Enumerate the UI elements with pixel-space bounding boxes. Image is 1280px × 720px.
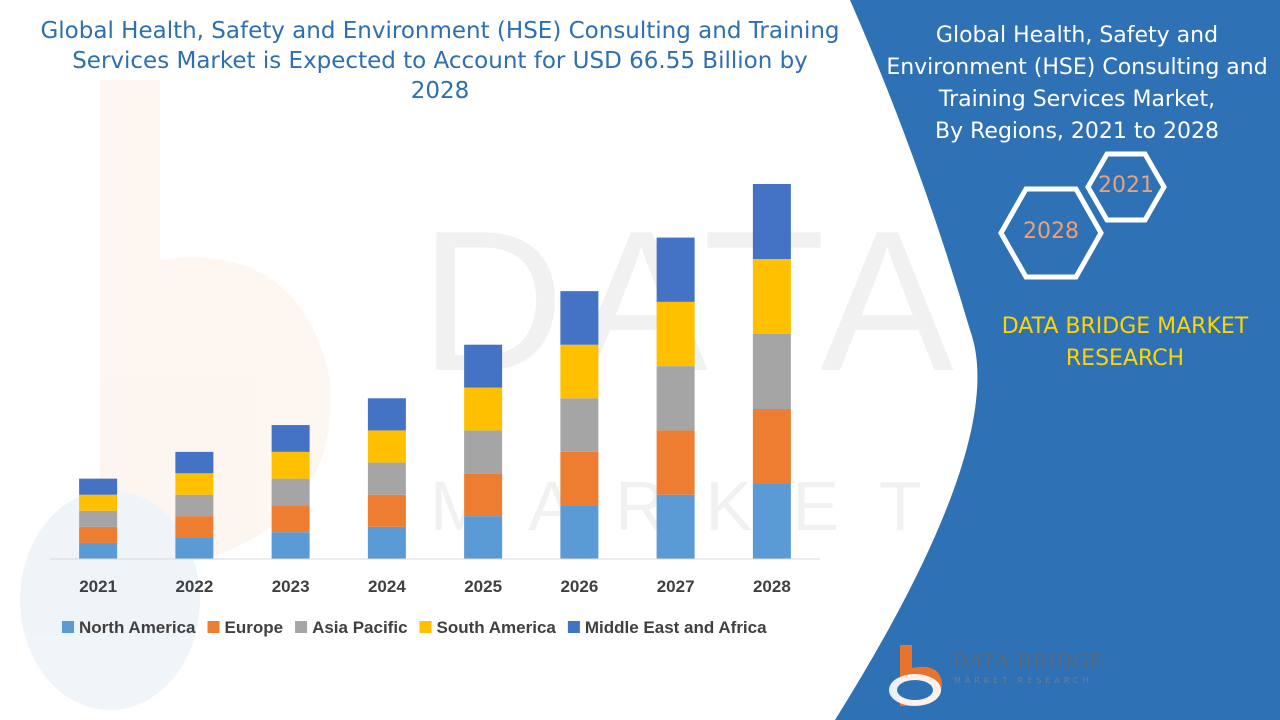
legend-label-south-america: South America	[437, 618, 557, 637]
brand-line-1: DATA BRIDGE MARKET	[1001, 314, 1249, 339]
bar-2028-middle-east-and-africa	[752, 184, 791, 259]
stacked-bar-chart: 2021 2022 2023 2024 2025 2026 2027 2028 North A…	[50, 184, 820, 637]
chart-title: Global Health, Safety and Environment (H…	[40, 18, 840, 104]
bar-2027-middle-east-and-africa	[656, 237, 695, 302]
legend-swatch-asia-pacific	[295, 621, 308, 633]
bar-2026-europe	[560, 451, 599, 506]
bar-2021-middle-east-and-africa	[79, 478, 118, 495]
bar-2027-asia-pacific	[656, 366, 695, 431]
bar-2024-europe	[367, 494, 406, 527]
logo-name: DATA BRIDGE	[952, 649, 1105, 673]
side-panel-title: Global Health, Safety and Environment (H…	[880, 20, 1274, 148]
bar-2026-north-america	[560, 505, 599, 559]
legend-swatch-north-america	[62, 621, 74, 633]
bar-2021-europe	[79, 526, 118, 543]
bar-2023-asia-pacific	[271, 478, 310, 506]
side-title-line-1: Global Health, Safety and	[935, 23, 1219, 48]
bar-2026-asia-pacific	[560, 398, 599, 452]
bar-2028-europe	[752, 409, 791, 484]
bar-2022-north-america	[175, 537, 214, 559]
bar-2027-north-america	[656, 494, 695, 559]
x-tick-label-2022: 2022	[175, 577, 213, 596]
legend-label-europe: Europe	[225, 618, 284, 637]
x-tick-label-2028: 2028	[753, 577, 791, 596]
side-title-line-2: Environment (HSE) Consulting and	[886, 55, 1268, 80]
x-tick-label-2026: 2026	[560, 577, 598, 596]
side-title-line-4: By Regions, 2021 to 2028	[935, 119, 1219, 144]
bar-2028-asia-pacific	[752, 334, 791, 409]
brand-name: DATA BRIDGE MARKET RESEARCH	[960, 311, 1280, 375]
bar-2027-south-america	[656, 301, 695, 367]
x-tick-labels: 2021 2022 2023 2024 2025 2026 2027 2028	[79, 577, 791, 596]
bar-2023-north-america	[271, 532, 310, 559]
bar-2022-europe	[175, 516, 214, 538]
side-panel-shape	[835, 0, 1280, 720]
bar-2024-asia-pacific	[367, 462, 406, 495]
bar-2023-south-america	[271, 451, 310, 479]
x-tick-label-2027: 2027	[657, 577, 695, 596]
x-tick-label-2024: 2024	[368, 577, 406, 596]
bar-2025-middle-east-and-africa	[464, 344, 503, 388]
bars-group	[79, 184, 791, 559]
bar-2023-europe	[271, 505, 310, 533]
bar-2021-south-america	[79, 494, 118, 511]
bar-2023-middle-east-and-africa	[271, 425, 310, 452]
hexagon-2021-icon	[1085, 151, 1167, 223]
bar-2025-asia-pacific	[464, 430, 503, 474]
hex-label-2021: 2021	[1098, 173, 1154, 198]
brand-line-2: RESEARCH	[1065, 346, 1185, 371]
bar-2024-north-america	[367, 526, 406, 559]
bar-2027-europe	[656, 430, 695, 495]
bar-2024-middle-east-and-africa	[367, 398, 406, 431]
side-title-line-3: Training Services Market,	[938, 87, 1216, 112]
legend-swatch-europe	[207, 621, 220, 633]
x-tick-label-2021: 2021	[79, 577, 117, 596]
bar-2024-south-america	[367, 430, 406, 463]
bar-2026-middle-east-and-africa	[560, 291, 599, 345]
data-bridge-logo-icon	[889, 645, 942, 706]
x-tick-label-2025: 2025	[464, 577, 502, 596]
bar-2022-middle-east-and-africa	[175, 451, 214, 474]
hex-label-2028: 2028	[1023, 219, 1079, 244]
legend: North America Europe Asia Pacific South Ame…	[62, 618, 767, 637]
legend-label-middle-east-and-africa: Middle East and Africa	[585, 618, 767, 637]
x-tick-label-2023: 2023	[272, 577, 310, 596]
bar-2025-north-america	[464, 516, 503, 559]
legend-label-asia-pacific: Asia Pacific	[312, 618, 407, 637]
bar-2021-asia-pacific	[79, 510, 118, 527]
hexagon-2028-icon	[998, 186, 1104, 280]
bar-2028-south-america	[752, 259, 791, 334]
bar-2028-north-america	[752, 484, 791, 559]
bar-2025-europe	[464, 473, 503, 517]
bar-2022-asia-pacific	[175, 494, 214, 517]
legend-swatch-middle-east-and-africa	[567, 621, 580, 633]
bar-2025-south-america	[464, 387, 503, 431]
logo-tagline: MARKET RESEARCH	[954, 676, 1093, 685]
bar-2022-south-america	[175, 473, 214, 495]
bar-2026-south-america	[560, 344, 599, 399]
legend-label-north-america: North America	[79, 618, 196, 637]
legend-swatch-south-america	[419, 621, 432, 633]
bar-2021-north-america	[79, 542, 118, 559]
